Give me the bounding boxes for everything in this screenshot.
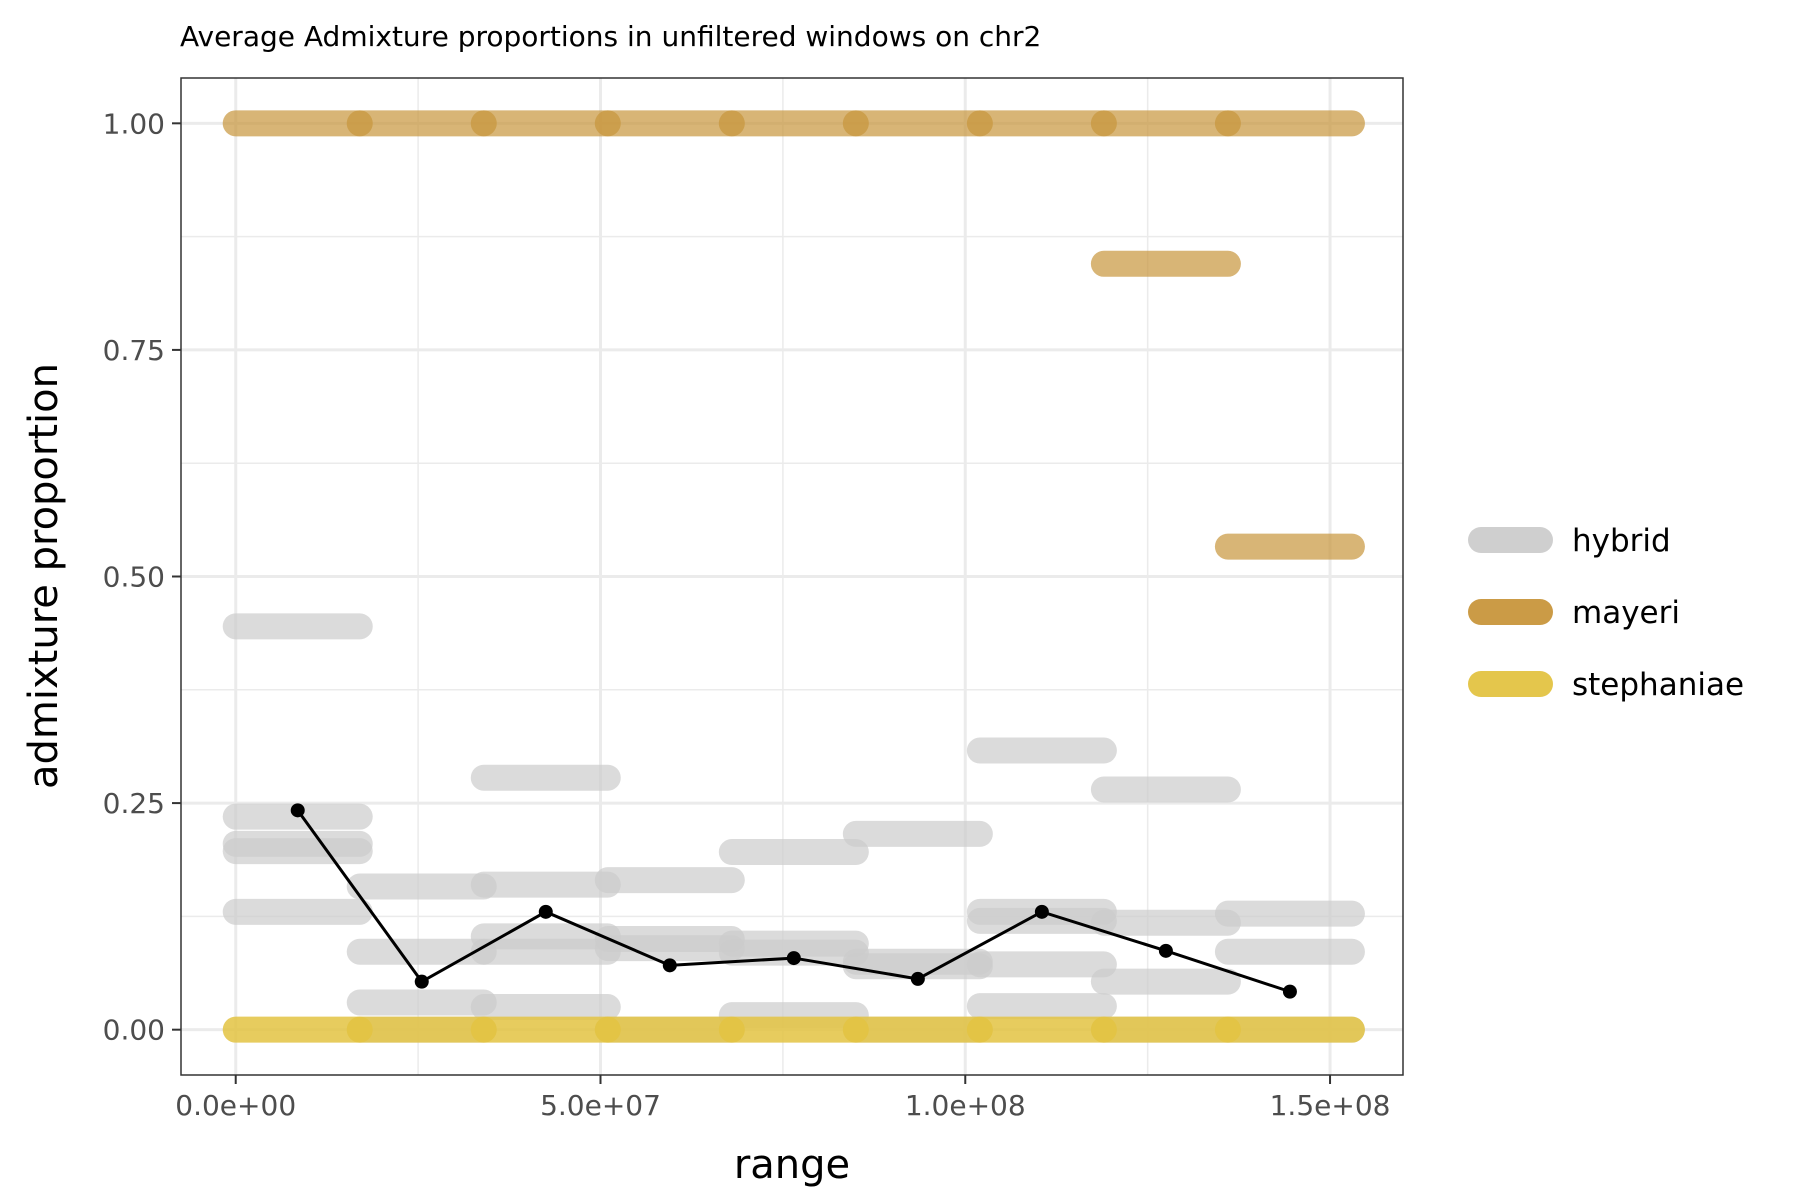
x-tick-label: 5.0e+07 <box>540 1089 661 1122</box>
y-tick-label: 0.50 <box>103 561 165 594</box>
x-tick-label: 1.0e+08 <box>905 1089 1026 1122</box>
mean-point <box>290 803 305 818</box>
y-axis-title: admixture proportion <box>21 363 67 789</box>
mean-point <box>538 904 553 919</box>
x-axis-title: range <box>734 1142 850 1188</box>
x-tick-label: 1.5e+08 <box>1270 1089 1391 1122</box>
mean-point <box>910 971 925 986</box>
x-tick-label: 0.0e+00 <box>175 1089 296 1122</box>
mean-point <box>786 951 801 966</box>
mean-point <box>414 974 429 989</box>
y-tick-label: 0.25 <box>103 787 165 820</box>
mean-line-layer <box>290 803 1297 999</box>
legend: hybrid mayeri stephaniae <box>1468 523 1744 703</box>
y-tick-label: 0.75 <box>103 334 165 367</box>
x-axis: 0.0e+00 5.0e+07 1.0e+08 1.5e+08 <box>175 1075 1390 1122</box>
mayeri-segments <box>222 110 1365 560</box>
y-tick-label: 0.00 <box>103 1014 165 1047</box>
legend-label-stephaniae: stephaniae <box>1572 667 1744 703</box>
y-axis: 0.00 0.25 0.50 0.75 1.00 <box>103 107 181 1047</box>
mean-point <box>1282 984 1297 999</box>
chart-title: Average Admixture proportions in unfilte… <box>180 20 1041 53</box>
y-tick-label: 1.00 <box>103 107 165 140</box>
mean-point <box>1034 904 1049 919</box>
mean-point <box>1158 943 1173 958</box>
legend-label-hybrid: hybrid <box>1572 523 1671 559</box>
mean-point <box>662 958 677 973</box>
legend-label-mayeri: mayeri <box>1572 595 1680 631</box>
